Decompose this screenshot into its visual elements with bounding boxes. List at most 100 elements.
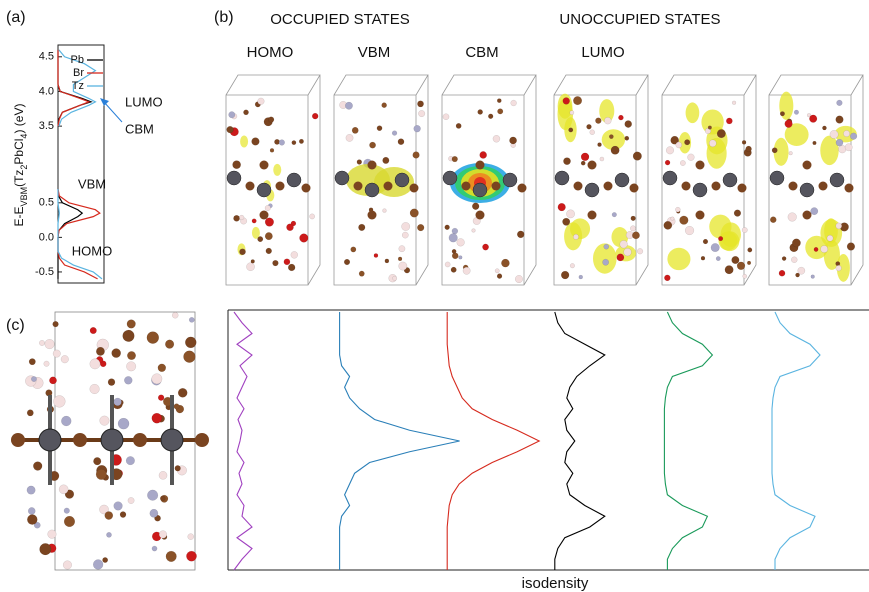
atom (479, 151, 487, 159)
atom (113, 397, 122, 406)
atom (186, 550, 197, 562)
atom (797, 266, 806, 275)
atom (73, 433, 87, 447)
atom (496, 273, 503, 279)
atom (232, 160, 241, 169)
state-label: HOMO (247, 44, 294, 61)
atom (707, 125, 712, 130)
atom (39, 543, 52, 556)
atom (616, 253, 625, 262)
atom (702, 238, 709, 245)
atom (157, 394, 165, 401)
atom (27, 507, 36, 515)
atom (741, 140, 747, 145)
dos-line (57, 188, 103, 280)
atom (675, 206, 681, 213)
atom (587, 210, 597, 220)
atom (715, 256, 721, 261)
y-axis-label-part: VBM (19, 187, 29, 207)
atom (462, 266, 471, 275)
atom (784, 119, 793, 128)
atom (802, 210, 812, 220)
y-tick-label: 0.0 (39, 231, 54, 243)
atom (737, 183, 747, 193)
atom (687, 153, 695, 161)
atom (810, 207, 819, 216)
atom (334, 170, 350, 186)
atom (398, 245, 406, 253)
annotation: VBM (78, 176, 106, 191)
density-profile (446, 312, 541, 570)
atom (401, 231, 409, 239)
atom (27, 514, 38, 525)
y-tick-label: -0.5 (35, 266, 54, 278)
atom (228, 111, 236, 119)
density-blob (685, 102, 700, 124)
atom (497, 98, 502, 103)
atom (259, 160, 269, 170)
atom (257, 236, 264, 243)
annotation: CBM (125, 121, 154, 136)
atom (409, 208, 419, 218)
atom (517, 230, 525, 239)
atom (146, 331, 159, 344)
atom (312, 112, 319, 120)
atom (183, 350, 196, 363)
atom (580, 152, 590, 161)
atom (243, 109, 249, 116)
atom (187, 533, 194, 540)
atom (604, 117, 612, 125)
atom (298, 138, 304, 144)
atom (695, 160, 705, 170)
state-label: VBM (358, 44, 391, 61)
atom (451, 155, 458, 163)
atom (835, 138, 844, 147)
atom (31, 376, 37, 382)
density-blob (784, 123, 809, 147)
atom (95, 468, 107, 480)
atom (624, 135, 630, 141)
atom (119, 511, 127, 518)
atom (257, 97, 265, 105)
atom (792, 238, 801, 248)
atom (239, 248, 246, 256)
atom (383, 181, 393, 191)
atom (624, 120, 632, 128)
atom (609, 134, 614, 139)
atom (351, 126, 359, 134)
y-axis-label-part: (Tz (12, 170, 26, 187)
atom (28, 358, 36, 366)
atom (726, 117, 733, 125)
atom (269, 148, 275, 153)
atom (61, 415, 72, 427)
atom (113, 501, 123, 511)
atom (632, 231, 640, 240)
atom (239, 214, 245, 221)
atom (33, 461, 43, 471)
atom (444, 224, 450, 230)
atom (475, 160, 485, 170)
dos-line (57, 188, 101, 280)
atom (52, 349, 61, 358)
dos-line (57, 188, 84, 279)
atom (268, 116, 275, 123)
density-blob (667, 247, 691, 271)
atom (398, 261, 408, 271)
atom (509, 136, 517, 145)
atom (630, 225, 636, 232)
atom (472, 182, 488, 198)
atom (345, 134, 354, 142)
atom (584, 182, 600, 198)
atom (151, 373, 163, 385)
cell-frame (441, 74, 537, 286)
atom (679, 160, 686, 166)
atom (417, 224, 425, 232)
atom (397, 138, 405, 145)
atom (369, 141, 376, 149)
atom (733, 209, 742, 217)
atom (413, 125, 421, 133)
atom (99, 504, 109, 515)
cell-frame (333, 74, 429, 286)
y-tick-label: 3.5 (39, 120, 54, 132)
density-blob (820, 135, 839, 166)
